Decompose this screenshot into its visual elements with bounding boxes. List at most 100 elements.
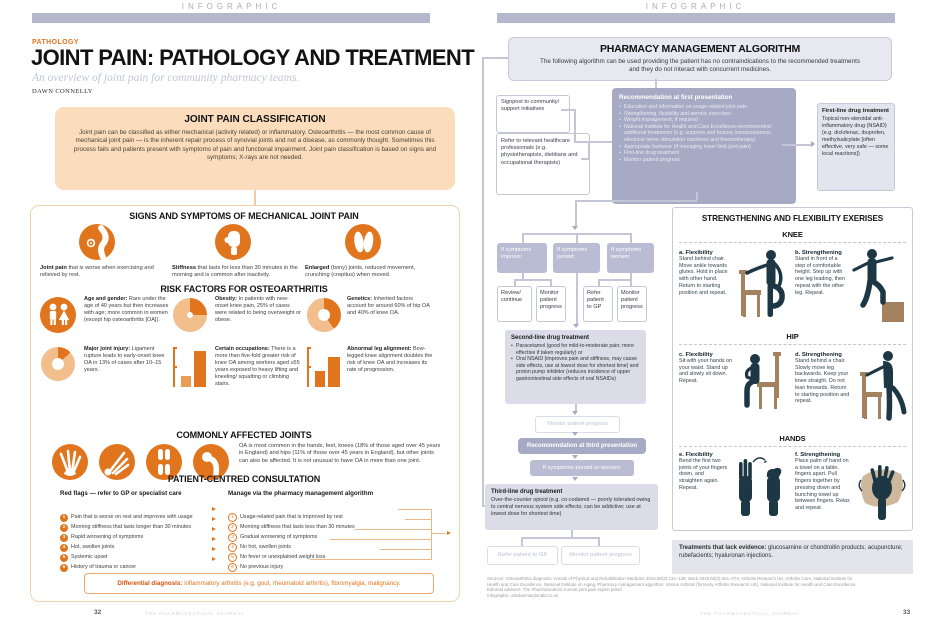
exercise-item: a. Flexibility Stand behind chair. Move …: [679, 250, 728, 296]
pathology-panel: [30, 205, 460, 602]
connector: [405, 519, 431, 520]
knee-joint-icon: [146, 444, 182, 480]
connector: [655, 79, 657, 88]
knee-strengthening-figure-icon: [850, 246, 906, 329]
connector: [571, 530, 573, 537]
red-flag-item: 2 Morning stiffness that lasts longer tha…: [60, 515, 191, 533]
connector: [598, 279, 600, 286]
connector: [380, 549, 431, 550]
connector: [588, 141, 590, 159]
flow-arrow-icon: [572, 477, 578, 481]
flow-arrow-icon: [811, 141, 815, 147]
page-title: JOINT PAIN: PATHOLOGY AND TREATMENT: [31, 45, 475, 70]
manage-item: 2 Morning stiffness that lasts less than …: [228, 515, 355, 533]
flow-arrow-icon: [212, 517, 216, 521]
exercise-section-hip: HIP: [786, 332, 799, 341]
divider: [679, 446, 906, 447]
signs-item: Stiffness that lasts for less than 30 mi…: [172, 265, 298, 279]
connector: [575, 200, 577, 226]
connector: [522, 233, 524, 243]
flow-arrow-icon: [572, 411, 578, 415]
connector: [576, 233, 578, 243]
recommendation-bullet: First-line drug treatment: [619, 150, 789, 157]
divider: [679, 242, 906, 243]
connector: [696, 192, 698, 200]
connector: [630, 279, 632, 286]
monitor-progress-box: Monitor patient progress: [617, 286, 647, 322]
algorithm-title: PHARMACY MANAGEMENT ALGORITHM: [599, 43, 801, 55]
branch-persist-box: If symptoms persist:: [553, 243, 600, 273]
hands-flexibility-figure-icon: [731, 450, 789, 527]
classification-box: JOINT PAIN CLASSIFICATION Joint pain can…: [55, 107, 455, 190]
bar-chart-icon: [173, 347, 209, 387]
joints-title: COMMONLY AFFECTED JOINTS: [176, 430, 312, 440]
connector: [575, 200, 697, 202]
risk-item: Genetics: Inherited factors account for …: [347, 296, 430, 316]
page-subtitle: An overview of joint pain for community …: [32, 72, 300, 84]
flow-arrow-icon: [572, 432, 578, 436]
donut-chart-icon: [41, 347, 75, 381]
journal-footer: THE PHARMACEUTICAL JOURNAL: [145, 611, 245, 616]
sources: Sources: Osteoarthritis diagnosis: Annal…: [487, 576, 857, 598]
flow-arrow-icon: [212, 557, 216, 561]
red-flag-item: 3 Rapid worsening of symptoms: [60, 525, 143, 543]
red-flag-item: 4 Hot, swollen joints: [60, 535, 114, 553]
algorithm-intro: The following algorithm can be used prov…: [540, 58, 860, 73]
second-line-treatment-box: Second-line drug treatment Paracetamol (…: [505, 330, 646, 404]
risk-item: Major joint injury: Ligament rupture lea…: [84, 346, 165, 373]
masthead-label-left: INFOGRAPHIC: [181, 2, 282, 11]
red-flags-heading: Red flags — refer to GP or specialist ca…: [60, 490, 182, 497]
donut-chart-icon: [307, 298, 341, 332]
joints-body: OA is most common in the hands, feet, kn…: [239, 443, 441, 464]
branch-worsen-box: If symptoms worsen:: [607, 243, 654, 273]
signs-item: Joint pain that is worse when exercising…: [40, 265, 154, 279]
classification-title: JOINT PAIN CLASSIFICATION: [184, 114, 326, 125]
flow-arrow-icon: [572, 455, 578, 459]
connector: [630, 233, 632, 243]
connector: [550, 279, 552, 286]
differential-box: Differential diagnosis: inflammatory art…: [84, 573, 434, 594]
page-number: 32: [94, 609, 102, 616]
consultation-title: PATIENT-CENTRED CONSULTATION: [167, 474, 321, 484]
connector: [575, 404, 577, 412]
connector: [431, 533, 446, 534]
red-flag-item: 5 Systemic upset: [60, 545, 108, 563]
classification-body: Joint pain can be classified as either m…: [73, 129, 437, 162]
red-flag-item: 1 Pain that is worse on rest and improves…: [60, 505, 193, 523]
masthead-bar-left: [32, 13, 430, 23]
divider: [679, 344, 906, 345]
signs-item: Enlarged (bony) joints, reduced movement…: [305, 265, 416, 279]
first-recommendation-title: Recommendation at first presentation: [619, 94, 733, 101]
connector: [782, 144, 812, 146]
page-number: 33: [903, 609, 911, 616]
exercise-section-knee: KNEE: [782, 230, 803, 239]
signs-title: SIGNS AND SYMPTOMS OF MECHANICAL JOINT P…: [129, 211, 359, 221]
manage-heading: Manage via the pharmacy management algor…: [228, 490, 374, 497]
manage-item: 5 No fever or unexplained weight loss: [228, 545, 325, 563]
connector: [514, 279, 551, 281]
first-line-treatment-box: First-line drug treatment Topical non-st…: [817, 103, 895, 191]
connector: [630, 273, 632, 280]
hip-strengthening-figure-icon: [852, 348, 907, 431]
exercises-title: STRENGTHENING AND FLEXIBILITY EXERISES: [701, 214, 884, 223]
risk-item: Age and gender: Rare under the age of 40…: [84, 296, 169, 323]
elbow-pain-icon: [79, 224, 115, 260]
recommendation-bullet: Appropriate footwear (if managing lower …: [619, 144, 789, 151]
red-flag-item: 6 History of trauma or cancer: [60, 555, 136, 573]
monitor-progress-box-faded: Monitor patient progress: [535, 416, 620, 433]
connector: [355, 529, 431, 530]
refer-gp-box: Refer patient to GP: [583, 286, 613, 322]
lack-evidence-box: Treatments that lack evidence: glucosami…: [672, 540, 913, 574]
manage-item: 3 Gradual worsening of symptoms: [228, 525, 317, 543]
connector: [574, 109, 576, 142]
enlarged-feet-icon: [345, 224, 381, 260]
hands-strengthening-figure-icon: [855, 450, 909, 527]
manage-item: 1 Usage-related pain that is improved by …: [228, 505, 343, 523]
connector: [514, 279, 516, 286]
branch-improve-box: If symptoms improve:: [497, 243, 547, 273]
hand-bones-icon: [52, 444, 88, 480]
connector: [521, 537, 599, 539]
flow-arrow-icon: [573, 324, 579, 328]
exercise-item: d. Strengthening Stand behind a chair. S…: [795, 352, 850, 405]
